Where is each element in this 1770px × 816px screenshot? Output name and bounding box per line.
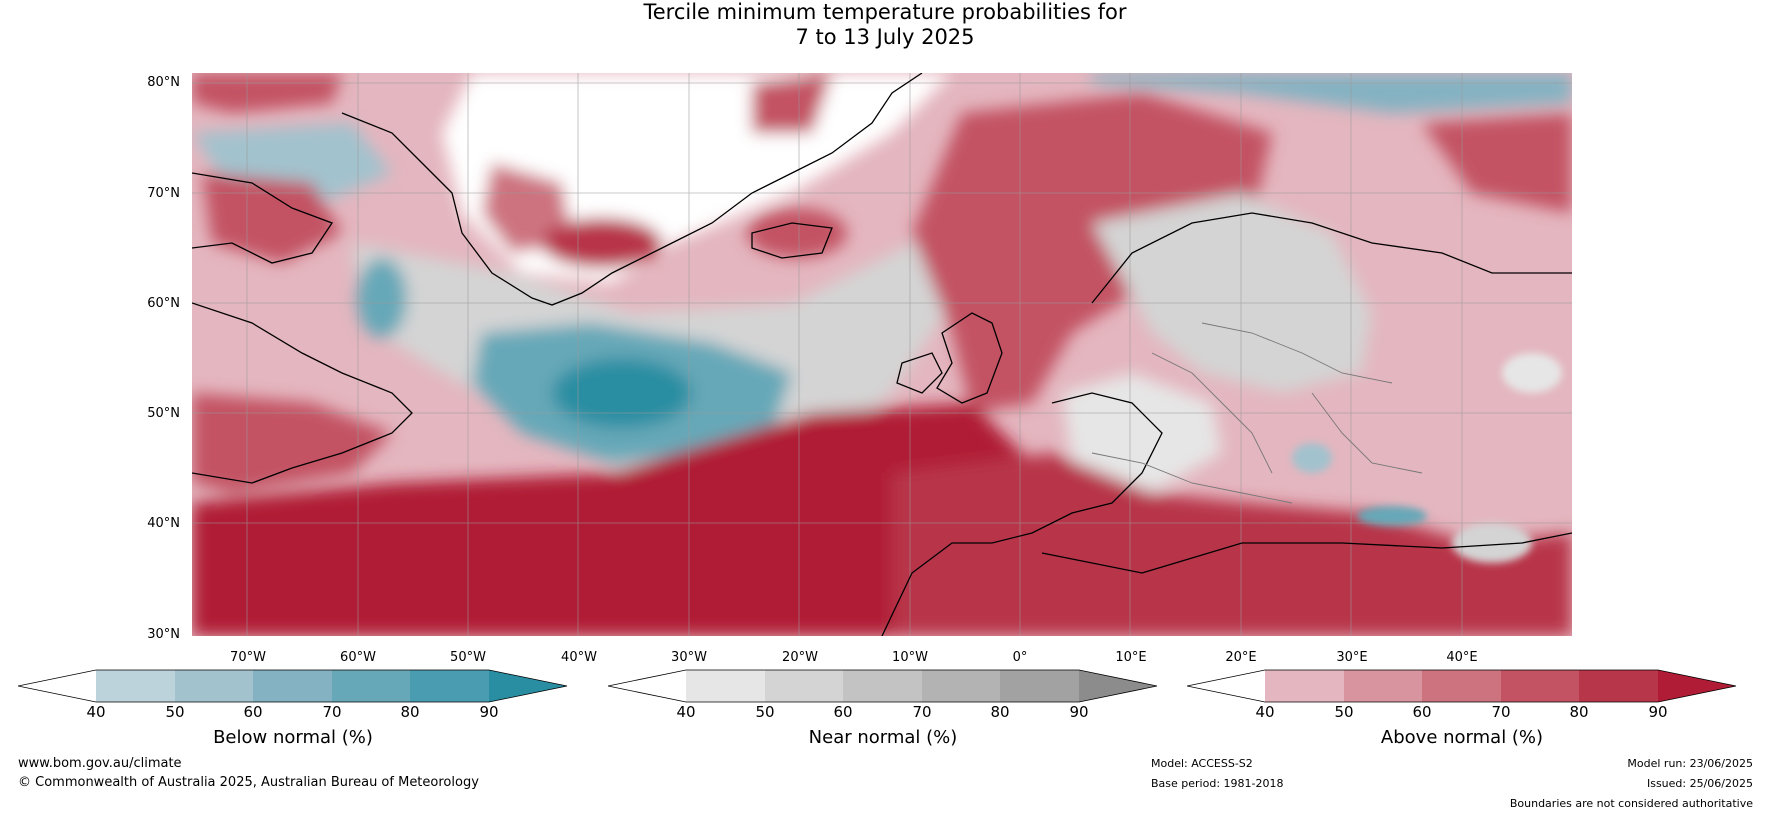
below-tick-50: 50	[165, 703, 185, 721]
cbar-above-seg-3	[1422, 670, 1501, 702]
lon-label-0: 0°	[1012, 650, 1028, 665]
near-tick-80: 80	[990, 703, 1010, 721]
forecast-map	[192, 73, 1572, 636]
map-title-line1: Tercile minimum temperature probabilitie…	[643, 0, 1127, 24]
cbar-above-seg-0	[1187, 670, 1265, 702]
lon-label-30w: 30°W	[671, 650, 707, 665]
cbar-below-seg-4	[332, 670, 410, 702]
colorbar-title-near: Near normal (%)	[808, 727, 958, 748]
lon-label-20w: 20°W	[782, 650, 818, 665]
near-tick-40: 40	[676, 703, 696, 721]
lat-label-60n: 60°N	[147, 296, 180, 311]
disclaimer-text: Boundaries are not considered authoritat…	[1509, 797, 1753, 810]
cbar-above-seg-4	[1501, 670, 1579, 702]
lat-label-70n: 70°N	[147, 186, 180, 201]
model-info: Model: ACCESS-S2	[1151, 757, 1253, 770]
lat-label-40n: 40°N	[147, 516, 180, 531]
cbar-below-seg-1	[96, 670, 175, 702]
cbar-near-seg-4	[922, 670, 1000, 702]
below-tick-70: 70	[322, 703, 342, 721]
lon-label-70w: 70°W	[230, 650, 266, 665]
cbar-near-seg-5	[1000, 670, 1079, 702]
model-run-info: Model run: 23/06/2025	[1627, 757, 1753, 770]
cbar-near-seg-2	[765, 670, 843, 702]
above-tick-50: 50	[1334, 703, 1354, 721]
cbar-below-seg-5	[410, 670, 489, 702]
above-tick-90: 90	[1648, 703, 1668, 721]
lat-label-30n: 30°N	[147, 627, 180, 642]
cbar-above-seg-5	[1579, 670, 1658, 702]
cbar-below-seg-2	[175, 670, 253, 702]
cbar-below-seg-3	[253, 670, 332, 702]
cbar-near-seg-1	[686, 670, 765, 702]
map-title-line2: 7 to 13 July 2025	[795, 25, 975, 49]
colorbar-above-normal	[1187, 669, 1737, 703]
below-tick-80: 80	[400, 703, 420, 721]
map-title: Tercile minimum temperature probabilitie…	[0, 0, 1770, 50]
near-tick-50: 50	[755, 703, 775, 721]
forecast-map-svg	[192, 73, 1572, 636]
lon-label-20e: 20°E	[1225, 650, 1257, 665]
colorbar-below-normal	[18, 669, 568, 703]
map-gridlines	[192, 73, 1572, 636]
near-tick-90: 90	[1069, 703, 1089, 721]
above-tick-80: 80	[1569, 703, 1589, 721]
colorbar-title-above: Above normal (%)	[1380, 727, 1544, 748]
near-tick-70: 70	[912, 703, 932, 721]
below-tick-40: 40	[86, 703, 106, 721]
lon-label-60w: 60°W	[340, 650, 376, 665]
cbar-near-seg-0	[608, 670, 686, 702]
cbar-near-seg-6	[1079, 670, 1157, 702]
copyright-text: © Commonwealth of Australia 2025, Austra…	[18, 775, 479, 790]
below-tick-90: 90	[479, 703, 499, 721]
cbar-near-seg-3	[843, 670, 922, 702]
lat-label-50n: 50°N	[147, 406, 180, 421]
website-link[interactable]: www.bom.gov.au/climate	[18, 756, 182, 771]
colorbar-near-normal	[608, 669, 1158, 703]
cbar-above-seg-6	[1658, 670, 1736, 702]
colorbar-title-below: Below normal (%)	[213, 727, 373, 748]
lon-label-50w: 50°W	[450, 650, 486, 665]
lat-label-80n: 80°N	[147, 75, 180, 90]
base-period-info: Base period: 1981-2018	[1151, 777, 1284, 790]
near-tick-60: 60	[833, 703, 853, 721]
above-tick-40: 40	[1255, 703, 1275, 721]
coastlines	[192, 73, 1572, 636]
lon-label-40e: 40°E	[1446, 650, 1478, 665]
above-tick-70: 70	[1491, 703, 1511, 721]
cbar-below-seg-6	[489, 670, 567, 702]
above-tick-60: 60	[1412, 703, 1432, 721]
cbar-above-seg-1	[1265, 670, 1344, 702]
country-borders	[1091, 322, 1423, 504]
lon-label-30e: 30°E	[1336, 650, 1368, 665]
cbar-above-seg-2	[1344, 670, 1422, 702]
below-tick-60: 60	[243, 703, 263, 721]
lon-label-10w: 10°W	[892, 650, 928, 665]
cbar-below-seg-0	[18, 670, 96, 702]
issued-info: Issued: 25/06/2025	[1646, 777, 1753, 790]
lon-label-40w: 40°W	[561, 650, 597, 665]
lon-label-10e: 10°E	[1115, 650, 1147, 665]
